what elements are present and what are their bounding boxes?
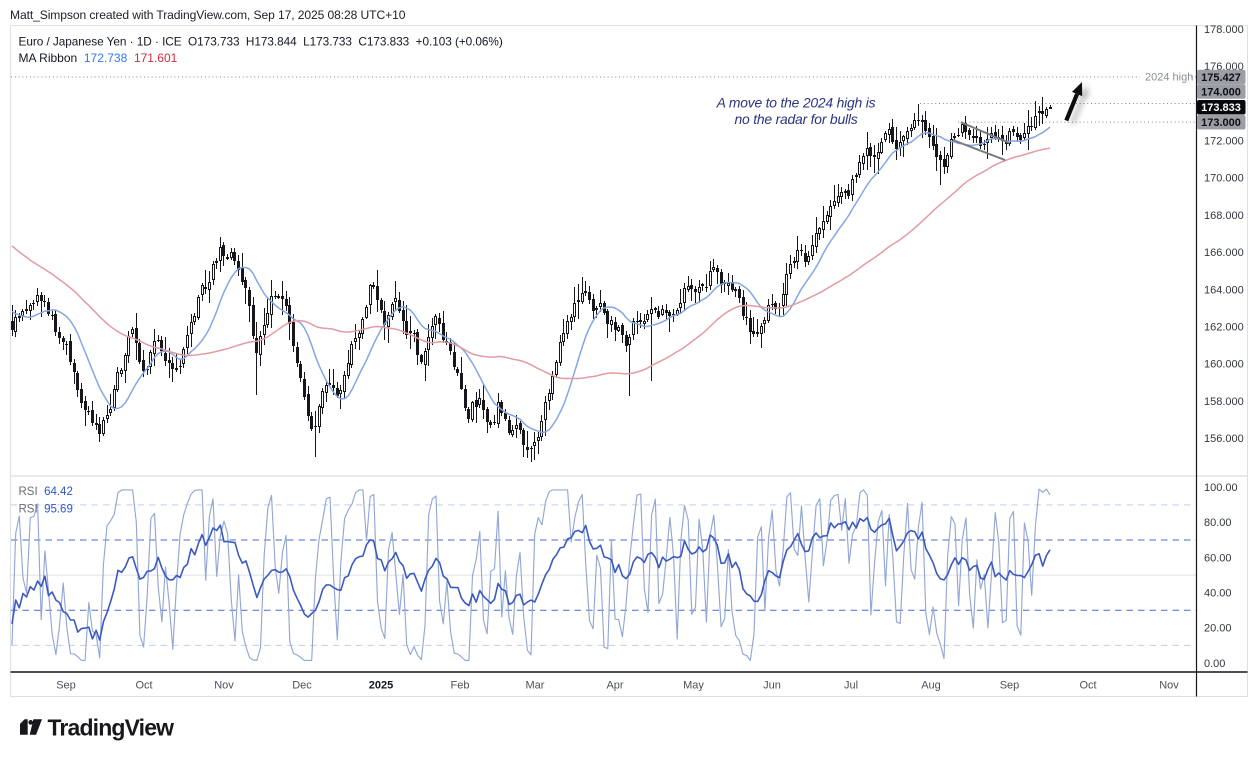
svg-text:Oct: Oct [1079, 680, 1096, 692]
svg-text:Mar: Mar [526, 680, 545, 692]
svg-text:20.00: 20.00 [1204, 623, 1232, 635]
svg-text:160.000: 160.000 [1204, 359, 1244, 371]
svg-text:172.000: 172.000 [1204, 136, 1244, 148]
svg-text:168.000: 168.000 [1204, 210, 1244, 222]
svg-text:173.000: 173.000 [1201, 117, 1241, 129]
svg-text:Jun: Jun [763, 680, 781, 692]
svg-text:173.833: 173.833 [1201, 102, 1241, 114]
svg-text:TradingView: TradingView [48, 715, 175, 741]
svg-text:Jul: Jul [844, 680, 858, 692]
svg-text:MA Ribbon 172.738 171.601: MA Ribbon 172.738 171.601 [19, 51, 178, 65]
svg-text:Dec: Dec [292, 680, 312, 692]
svg-text:RSI 95.69: RSI 95.69 [19, 504, 73, 516]
svg-text:80.00: 80.00 [1204, 517, 1232, 529]
svg-text:Feb: Feb [451, 680, 470, 692]
svg-text:Aug: Aug [921, 680, 941, 692]
svg-text:100.00: 100.00 [1204, 482, 1238, 494]
svg-text:Sep: Sep [1000, 680, 1020, 692]
svg-text:no the radar for bulls: no the radar for bulls [734, 111, 857, 127]
svg-text:RSI 64.42: RSI 64.42 [19, 486, 73, 498]
svg-text:Sep: Sep [56, 680, 76, 692]
svg-text:2025: 2025 [369, 680, 393, 692]
svg-text:A move to the 2024 high is: A move to the 2024 high is [716, 95, 876, 111]
svg-text:166.000: 166.000 [1204, 247, 1244, 259]
svg-text:162.000: 162.000 [1204, 322, 1244, 334]
svg-text:156.000: 156.000 [1204, 433, 1244, 445]
svg-text:Apr: Apr [606, 680, 623, 692]
svg-text:2024 high: 2024 high [1145, 72, 1193, 84]
svg-text:Euro / Japanese Yen · 1D · ICE: Euro / Japanese Yen · 1D · ICE O173.733 … [19, 35, 503, 49]
svg-text:May: May [683, 680, 704, 692]
svg-text:0.00: 0.00 [1204, 658, 1225, 670]
svg-text:40.00: 40.00 [1204, 588, 1232, 600]
svg-text:Oct: Oct [135, 680, 152, 692]
svg-text:Nov: Nov [214, 680, 234, 692]
svg-text:158.000: 158.000 [1204, 396, 1244, 408]
svg-text:174.000: 174.000 [1201, 86, 1241, 98]
svg-text:Matt_Simpson created with Trad: Matt_Simpson created with TradingView.co… [10, 8, 406, 22]
svg-text:60.00: 60.00 [1204, 552, 1232, 564]
svg-text:175.427: 175.427 [1201, 72, 1241, 84]
svg-text:Nov: Nov [1159, 680, 1179, 692]
svg-text:178.000: 178.000 [1204, 24, 1244, 36]
svg-text:170.000: 170.000 [1204, 173, 1244, 185]
svg-text:164.000: 164.000 [1204, 284, 1244, 296]
